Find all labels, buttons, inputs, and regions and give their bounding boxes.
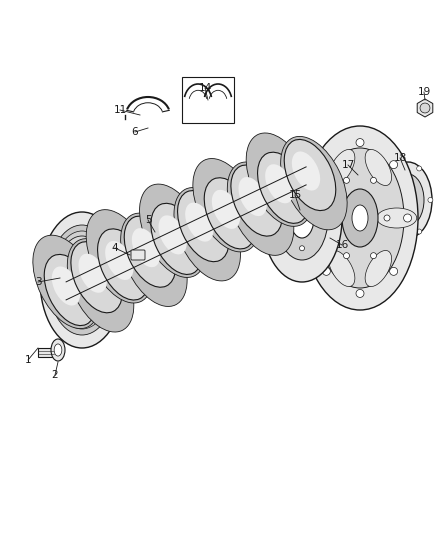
Ellipse shape: [377, 208, 417, 228]
Bar: [182, 77, 234, 123]
Circle shape: [300, 246, 304, 251]
Ellipse shape: [392, 174, 424, 226]
Ellipse shape: [365, 149, 392, 185]
Ellipse shape: [204, 178, 256, 249]
Circle shape: [308, 214, 316, 222]
Circle shape: [384, 215, 390, 221]
Circle shape: [403, 214, 412, 222]
Ellipse shape: [140, 184, 206, 278]
Circle shape: [371, 253, 377, 259]
Text: 4: 4: [112, 243, 118, 253]
Ellipse shape: [66, 254, 98, 306]
Text: 15: 15: [288, 190, 302, 200]
Circle shape: [420, 103, 430, 113]
Ellipse shape: [262, 154, 342, 282]
Circle shape: [343, 253, 350, 259]
Circle shape: [417, 166, 422, 171]
Ellipse shape: [231, 165, 283, 236]
Ellipse shape: [124, 216, 176, 287]
Ellipse shape: [44, 254, 96, 326]
Text: 11: 11: [113, 105, 127, 115]
Text: 14: 14: [198, 83, 212, 93]
Ellipse shape: [78, 254, 107, 293]
Circle shape: [322, 160, 330, 168]
Ellipse shape: [177, 191, 229, 262]
Ellipse shape: [284, 140, 336, 211]
Ellipse shape: [281, 136, 347, 230]
Circle shape: [417, 229, 422, 234]
Ellipse shape: [212, 190, 240, 229]
Ellipse shape: [303, 208, 343, 228]
Text: 5: 5: [145, 215, 151, 225]
Ellipse shape: [227, 162, 294, 255]
Ellipse shape: [151, 203, 202, 274]
Circle shape: [343, 177, 350, 183]
Ellipse shape: [51, 339, 65, 361]
Ellipse shape: [328, 251, 355, 287]
Circle shape: [318, 215, 323, 221]
Text: 17: 17: [341, 160, 355, 170]
Ellipse shape: [71, 241, 122, 313]
Ellipse shape: [246, 133, 313, 227]
Text: 19: 19: [417, 87, 431, 97]
Ellipse shape: [74, 267, 90, 293]
Ellipse shape: [316, 148, 404, 288]
Ellipse shape: [384, 162, 432, 238]
Ellipse shape: [40, 212, 124, 348]
Circle shape: [356, 139, 364, 147]
Ellipse shape: [328, 149, 355, 185]
Ellipse shape: [174, 188, 240, 281]
Polygon shape: [417, 99, 433, 117]
Ellipse shape: [132, 228, 160, 267]
Ellipse shape: [258, 152, 309, 223]
Text: 6: 6: [132, 127, 138, 137]
Ellipse shape: [54, 344, 62, 356]
Circle shape: [330, 215, 336, 221]
Bar: [38, 348, 54, 357]
Ellipse shape: [276, 176, 328, 260]
FancyBboxPatch shape: [131, 250, 145, 260]
Ellipse shape: [98, 229, 149, 300]
Ellipse shape: [402, 190, 414, 210]
Circle shape: [371, 177, 377, 183]
Ellipse shape: [239, 177, 267, 216]
Circle shape: [394, 229, 399, 234]
Ellipse shape: [52, 266, 80, 305]
Ellipse shape: [365, 251, 392, 287]
Text: 18: 18: [393, 153, 406, 163]
Circle shape: [390, 268, 398, 276]
Ellipse shape: [302, 126, 418, 310]
Circle shape: [300, 185, 304, 190]
Circle shape: [383, 198, 388, 203]
Circle shape: [394, 166, 399, 171]
Ellipse shape: [48, 225, 116, 335]
Ellipse shape: [342, 189, 378, 247]
Text: 2: 2: [52, 370, 58, 380]
Ellipse shape: [265, 164, 293, 203]
Ellipse shape: [55, 236, 109, 324]
Ellipse shape: [292, 151, 320, 191]
Ellipse shape: [33, 235, 99, 328]
Text: 16: 16: [336, 240, 349, 250]
Ellipse shape: [52, 231, 112, 329]
Circle shape: [390, 160, 398, 168]
Circle shape: [322, 268, 330, 276]
Ellipse shape: [185, 203, 213, 241]
Text: 1: 1: [25, 355, 31, 365]
Ellipse shape: [86, 209, 153, 303]
Ellipse shape: [290, 198, 314, 238]
Ellipse shape: [120, 213, 187, 306]
Circle shape: [428, 198, 433, 203]
Ellipse shape: [67, 239, 134, 332]
Circle shape: [281, 215, 286, 221]
Ellipse shape: [193, 158, 259, 252]
Circle shape: [356, 289, 364, 297]
Ellipse shape: [105, 241, 134, 280]
Ellipse shape: [159, 215, 187, 254]
Text: 3: 3: [35, 277, 41, 287]
Ellipse shape: [352, 205, 368, 231]
